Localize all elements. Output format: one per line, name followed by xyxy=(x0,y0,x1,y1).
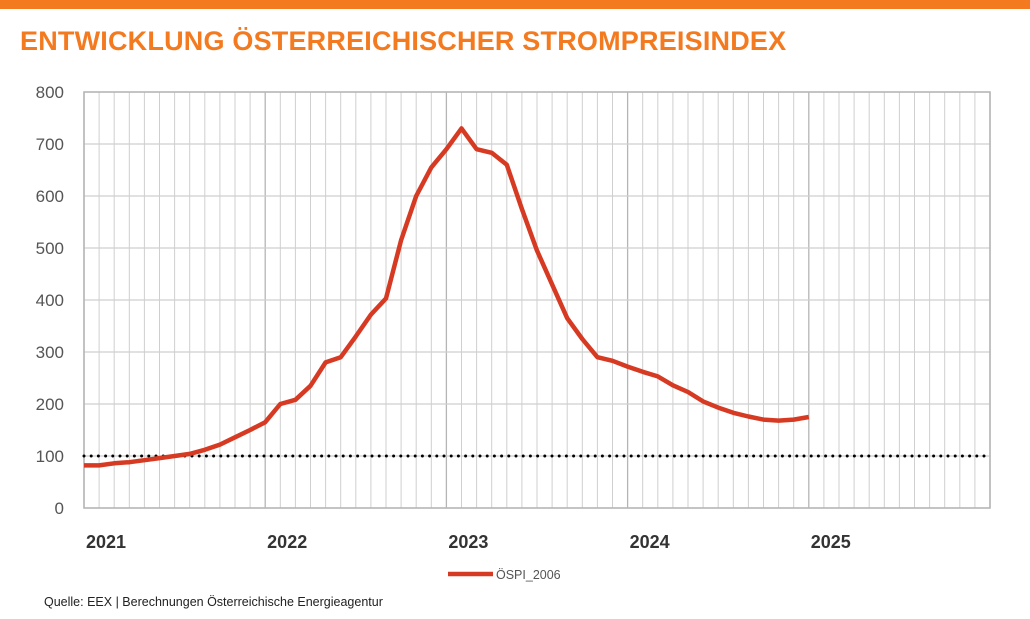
grid xyxy=(83,91,991,509)
y-tick-label: 0 xyxy=(55,499,64,518)
top-accent-bar xyxy=(0,0,1030,9)
x-tick-label: 2024 xyxy=(630,532,670,552)
x-tick-label: 2023 xyxy=(448,532,488,552)
legend-label: ÖSPI_2006 xyxy=(496,568,561,582)
x-tick-label: 2025 xyxy=(811,532,851,552)
y-tick-label: 500 xyxy=(36,239,64,258)
x-axis: 2021 2022 2023 2024 2025 xyxy=(86,532,851,552)
y-tick-label: 700 xyxy=(36,135,64,154)
y-tick-label: 600 xyxy=(36,187,64,206)
source-note: Quelle: EEX | Berechnungen Österreichisc… xyxy=(44,595,383,609)
y-tick-label: 300 xyxy=(36,343,64,362)
y-axis: 0 100 200 300 400 500 600 700 800 xyxy=(36,83,64,518)
x-tick-label: 2022 xyxy=(267,532,307,552)
x-tick-label: 2021 xyxy=(86,532,126,552)
chart-title: ENTWICKLUNG ÖSTERREICHISCHER STROMPREISI… xyxy=(20,26,787,56)
plot-border xyxy=(83,91,991,509)
y-tick-label: 100 xyxy=(36,447,64,466)
legend: ÖSPI_2006 xyxy=(448,568,561,582)
y-tick-label: 200 xyxy=(36,395,64,414)
y-tick-label: 400 xyxy=(36,291,64,310)
y-tick-label: 800 xyxy=(36,83,64,102)
